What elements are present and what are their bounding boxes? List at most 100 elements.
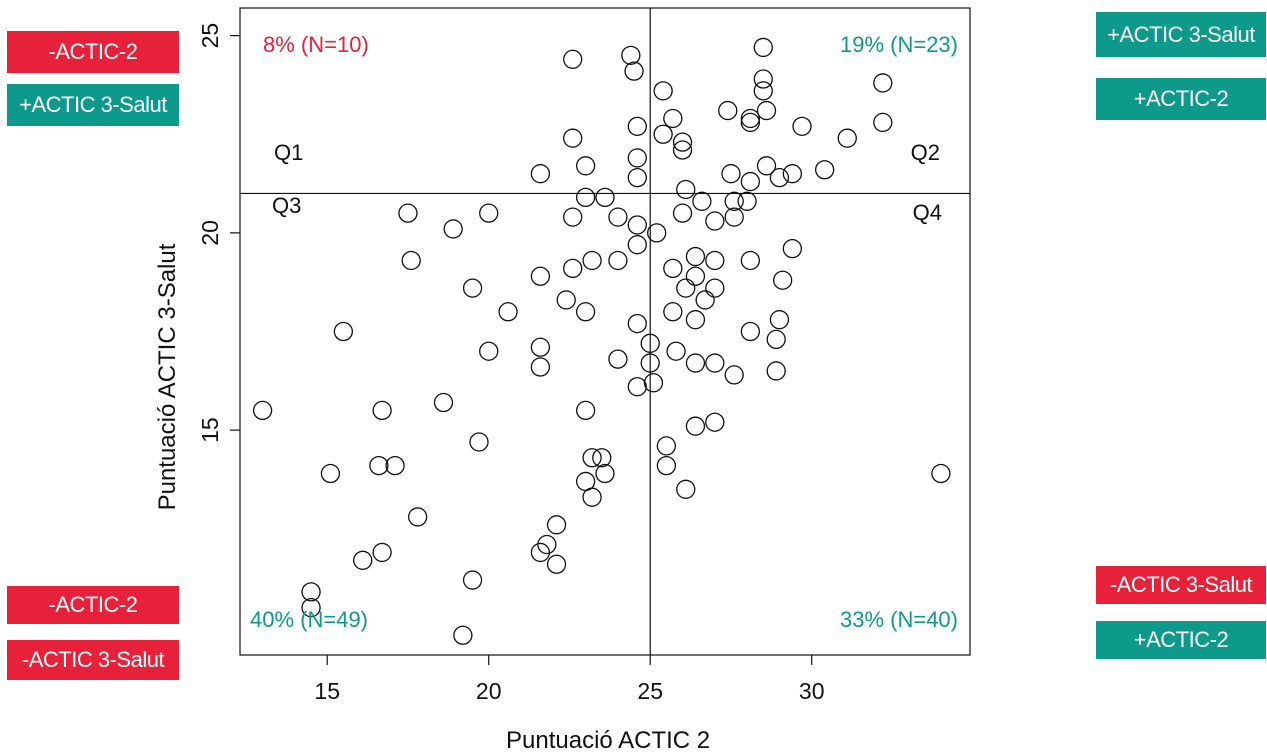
data-point-42 [582,487,602,507]
data-point-25 [530,357,551,377]
badge-q1-actic2: -ACTIC-2 [7,31,179,73]
data-point-79 [685,353,706,373]
data-point-51 [627,116,647,137]
data-point-92 [724,365,744,385]
badge-q2-actic2: +ACTIC-2 [1096,78,1266,120]
data-points [252,37,951,645]
data-point-34 [563,258,583,279]
data-point-58 [640,333,660,353]
quadrant-label-q1: Q1 [274,140,303,165]
data-point-36 [575,187,596,208]
quadrant-label-q4: Q4 [913,200,942,225]
badge-q4-actic3: -ACTIC 3-Salut [1096,566,1266,604]
data-point-97 [740,250,761,271]
data-point-62 [653,81,673,101]
data-point-106 [769,167,790,188]
badge-q3-actic3: -ACTIC 3-Salut [7,640,179,680]
data-point-80 [685,416,706,436]
data-point-16 [462,278,483,298]
data-point-5 [353,550,373,570]
data-point-13 [433,392,454,413]
y-tick-label-25: 25 [197,23,223,49]
data-point-46 [608,207,628,227]
data-point-110 [782,239,802,259]
y-tick-label-15: 15 [197,417,223,443]
data-point-72 [672,203,693,223]
plot-border [239,7,971,656]
data-point-105 [766,361,786,381]
quadrant-stat-q4: 33% (N=40) [840,607,958,632]
data-point-71 [672,140,693,160]
data-point-33 [563,207,583,227]
data-point-12 [408,507,428,527]
data-point-114 [873,73,893,93]
data-point-83 [705,211,725,231]
data-point-0 [252,400,273,421]
data-point-28 [546,515,567,535]
data-point-53 [627,167,647,188]
data-point-73 [676,179,696,200]
data-point-100 [753,69,773,89]
data-point-41 [582,448,602,468]
x-tick-label-15: 15 [314,678,340,704]
badge-q1-actic3: +ACTIC 3-Salut [7,84,179,126]
data-point-98 [740,321,761,342]
data-point-43 [592,448,612,468]
data-point-9 [385,455,405,476]
data-point-104 [766,329,786,350]
data-point-49 [621,45,641,65]
data-point-95 [740,112,761,133]
data-point-101 [753,81,773,101]
data-point-14 [443,219,463,239]
quadrant-stat-q1: 8% (N=10) [263,32,369,57]
x-axis-label: Puntuació ACTIC 2 [506,727,711,754]
data-point-91 [724,207,744,227]
data-point-102 [756,100,777,121]
x-tick-label-30: 30 [799,678,825,704]
data-point-30 [556,290,576,310]
data-point-19 [479,203,499,223]
data-point-94 [740,108,761,129]
badge-q2-actic3: +ACTIC 3-Salut [1096,12,1266,57]
data-point-35 [575,156,596,176]
quadrant-stat-q3: 40% (N=49) [250,607,368,632]
data-point-65 [656,455,677,476]
data-point-3 [320,463,341,484]
data-point-6 [369,455,389,476]
data-point-99 [753,37,773,58]
data-point-60 [643,373,664,393]
data-point-29 [546,554,567,574]
data-point-40 [582,250,602,271]
data-point-37 [575,302,596,322]
data-point-27 [537,534,557,555]
data-point-55 [627,235,647,255]
data-point-116 [931,463,951,484]
quadrant-annotations: 8% (N=10) Q1 19% (N=23) Q2 40% (N=49) Q3 33% (… [250,32,958,632]
data-point-69 [666,341,686,361]
data-point-111 [792,116,812,137]
data-point-82 [695,290,715,310]
data-point-38 [575,400,596,421]
data-point-78 [685,310,706,330]
data-point-87 [705,412,725,432]
data-point-66 [663,108,683,129]
data-point-108 [773,270,793,290]
data-point-76 [685,246,706,267]
data-point-26 [530,542,551,563]
data-point-48 [608,349,628,369]
data-point-18 [469,432,489,452]
data-point-96 [740,171,761,192]
data-point-45 [595,187,615,208]
data-point-93 [737,191,757,211]
quadrant-dividers [240,8,970,655]
data-point-67 [663,258,683,279]
badge-q3-actic2: -ACTIC-2 [7,586,179,624]
data-point-113 [837,128,857,148]
quadrant-label-q3: Q3 [272,193,301,218]
data-point-74 [676,278,696,298]
data-point-77 [685,266,706,286]
data-point-56 [627,313,647,334]
data-point-50 [624,61,644,81]
data-point-84 [705,250,725,271]
